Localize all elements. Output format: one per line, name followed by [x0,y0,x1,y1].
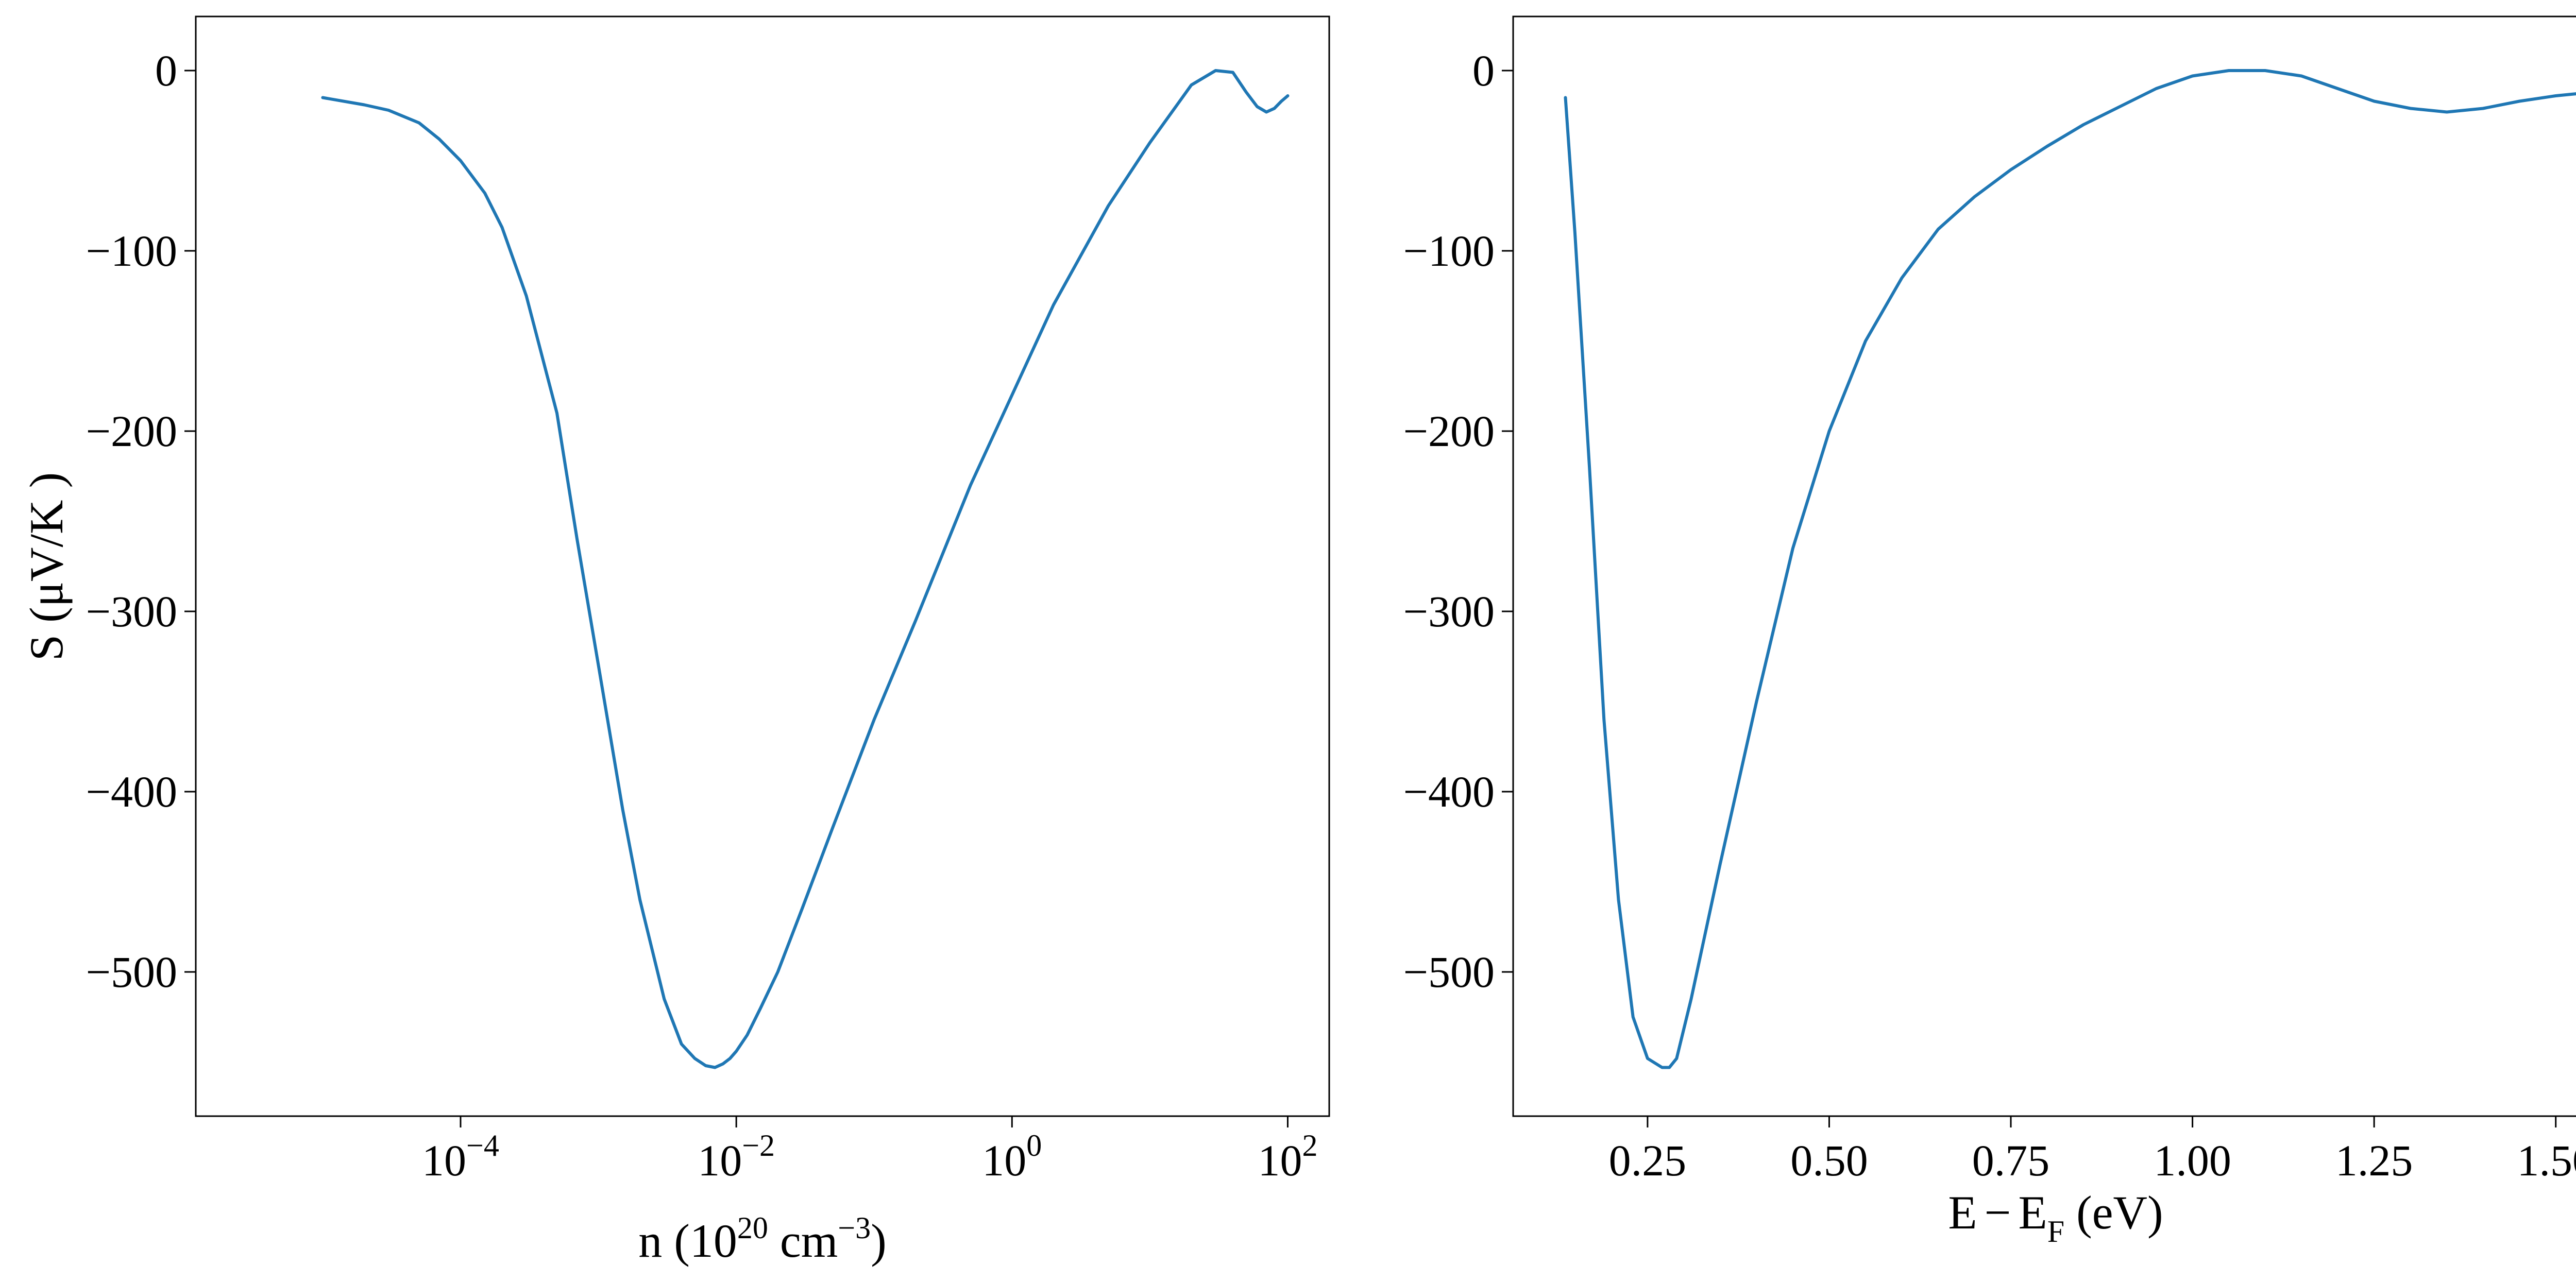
right-x-tick-label: 0.75 [1972,1136,2050,1185]
right-x-tick-label: 0.25 [1609,1136,1687,1185]
right-y-tick-label: −300 [1403,587,1495,636]
right-y-tick-label: −100 [1403,226,1495,276]
left-x-ticks: 10−4 10−2 100 102 [422,1116,1317,1185]
left-y-tick-label: −200 [86,406,177,456]
right-y-tick-label: −500 [1403,947,1495,997]
left-x-tick-label: 10−4 [422,1129,499,1185]
left-y-tick-label: −300 [86,587,177,636]
right-x-tick-label: 0.50 [1790,1136,1868,1185]
right-y-tick-label: −400 [1403,767,1495,816]
right-panel: 0 −100 −200 −300 −400 −500 0.25 0.50 0.75 1.00 1.… [1403,15,2576,1249]
left-panel: 0 −100 −200 −300 −400 −500 10−4 10−2 100 102 S (… [20,15,1330,1267]
right-plot-frame [1512,15,2576,1117]
left-x-tick-label: 10−2 [698,1129,775,1185]
right-y-ticks: 0 −100 −200 −300 −400 −500 [1403,46,1513,997]
right-y-tick-label: 0 [1472,46,1495,95]
left-y-tick-label: −400 [86,767,177,816]
right-x-axis-label: E − EF (eV) [1948,1186,2163,1249]
left-plot-frame [195,15,1330,1117]
right-x-tick-label: 1.50 [2517,1136,2576,1185]
left-y-axis-label: S (μV/K ) [20,472,73,661]
left-x-tick-label: 102 [1258,1129,1317,1185]
right-y-tick-label: −200 [1403,406,1495,456]
left-y-tick-label: 0 [155,46,177,95]
left-series-line [321,69,1290,1069]
left-y-ticks: 0 −100 −200 −300 −400 −500 [86,46,196,997]
right-x-tick-label: 1.00 [2154,1136,2231,1185]
right-series-line [1564,69,2576,1069]
left-y-tick-label: −500 [86,947,177,997]
right-x-ticks: 0.25 0.50 0.75 1.00 1.25 1.50 [1609,1116,2576,1185]
left-y-tick-label: −100 [86,226,177,276]
left-x-axis-label: n (1020 cm−3) [638,1211,887,1267]
left-x-tick-label: 100 [982,1129,1042,1185]
right-x-tick-label: 1.25 [2335,1136,2413,1185]
